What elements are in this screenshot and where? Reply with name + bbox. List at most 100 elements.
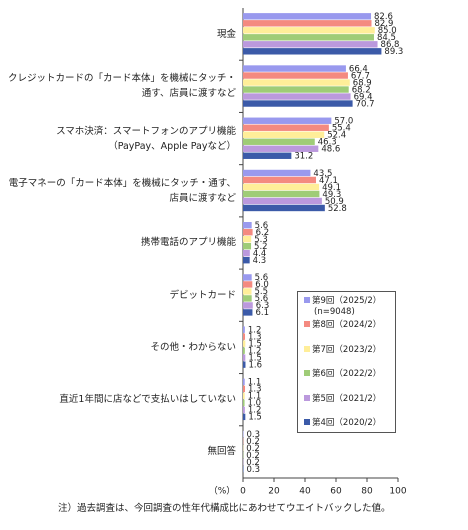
value-label: 4.3 bbox=[253, 256, 267, 266]
value-label: 1.3 bbox=[248, 332, 262, 342]
legend-label: 第9回（2025/2） bbox=[312, 296, 382, 306]
value-label: 1.5 bbox=[248, 353, 262, 363]
category-label: その他・わからない bbox=[150, 341, 236, 353]
value-label: 1.0 bbox=[248, 399, 262, 409]
legend-swatch bbox=[304, 346, 310, 352]
bar bbox=[243, 197, 322, 205]
value-label: 6.3 bbox=[256, 301, 270, 311]
bar bbox=[243, 152, 292, 159]
value-label: 5.5 bbox=[255, 287, 269, 297]
bar bbox=[243, 27, 375, 34]
bar bbox=[243, 347, 245, 354]
bar bbox=[243, 65, 346, 72]
bar bbox=[243, 236, 252, 243]
category-label: 電子マネーの「カード本体」を機械にタッチ・通す、店員に渡すなど bbox=[8, 177, 236, 204]
bar bbox=[243, 72, 348, 79]
value-label: 66.4 bbox=[349, 64, 368, 74]
bar bbox=[243, 326, 245, 333]
value-label: 1.5 bbox=[248, 339, 262, 349]
x-tick-label: 20 bbox=[268, 487, 280, 497]
value-label: 0.3 bbox=[246, 465, 260, 475]
value-label: 82.6 bbox=[374, 12, 393, 22]
bar bbox=[243, 41, 378, 48]
bar bbox=[243, 274, 252, 281]
x-tick-label: 0 bbox=[240, 487, 246, 497]
legend-swatch bbox=[304, 370, 310, 376]
bar bbox=[243, 413, 246, 421]
value-label: 0.3 bbox=[246, 430, 260, 440]
bar bbox=[243, 333, 246, 340]
value-label: 1.5 bbox=[248, 413, 262, 423]
value-label: 1.2 bbox=[248, 325, 262, 335]
value-label: 31.2 bbox=[294, 152, 313, 162]
bar bbox=[243, 183, 320, 191]
category-label: 携帯電話のアプリ機能 bbox=[140, 237, 236, 249]
value-label: 46.3 bbox=[318, 138, 337, 148]
value-label: 1.1 bbox=[248, 378, 262, 388]
value-label: 0.2 bbox=[246, 437, 260, 447]
value-label: 0.2 bbox=[246, 444, 260, 454]
value-label: 6.2 bbox=[256, 228, 270, 238]
bar bbox=[243, 124, 329, 131]
value-label: 86.8 bbox=[381, 40, 400, 50]
legend-entry: 第9回（2025/2） bbox=[304, 294, 381, 306]
value-label: 43.5 bbox=[313, 169, 332, 179]
x-tick-label: 80 bbox=[361, 487, 373, 497]
bar bbox=[243, 243, 252, 250]
bar bbox=[243, 138, 315, 145]
bar bbox=[243, 79, 350, 86]
value-label: 5.6 bbox=[255, 294, 269, 304]
footnote: 注）過去調査は、今回調査の性年代構成比にあわせてウエイトバックした値。 bbox=[58, 503, 391, 514]
bar bbox=[243, 117, 332, 124]
value-label: 5.6 bbox=[255, 221, 269, 231]
value-label: 1.6 bbox=[248, 360, 262, 370]
bar bbox=[243, 281, 253, 288]
bar bbox=[243, 86, 349, 93]
value-label: 52.8 bbox=[328, 204, 347, 214]
bar bbox=[243, 406, 245, 414]
legend-label: 第8回（2024/2） bbox=[312, 320, 382, 330]
x-axis-label: （%） bbox=[209, 486, 236, 497]
bar bbox=[243, 20, 372, 27]
bar bbox=[243, 34, 374, 41]
value-label: 0.2 bbox=[246, 451, 260, 461]
bar bbox=[243, 250, 250, 257]
bar bbox=[243, 385, 246, 393]
category-label: 直近1年間に店などで支払いはしていない bbox=[59, 394, 236, 406]
legend-entry: 第6回（2022/2） bbox=[304, 367, 381, 379]
x-tick-label: 100 bbox=[389, 487, 406, 497]
bar bbox=[243, 229, 253, 236]
value-label: 47.1 bbox=[319, 176, 338, 186]
category-label: デビットカード bbox=[169, 289, 236, 301]
value-label: 55.4 bbox=[332, 124, 351, 134]
value-label: 6.0 bbox=[255, 280, 269, 290]
value-label: 50.9 bbox=[325, 197, 344, 207]
value-label: 48.6 bbox=[321, 145, 340, 155]
legend-swatch bbox=[304, 297, 310, 303]
bar bbox=[243, 354, 246, 361]
value-label: 1.2 bbox=[248, 346, 262, 356]
bar bbox=[243, 288, 252, 295]
legend-swatch bbox=[304, 395, 310, 401]
value-label: 70.7 bbox=[356, 99, 375, 109]
bar bbox=[243, 222, 252, 229]
bar bbox=[243, 361, 246, 368]
bar bbox=[243, 295, 252, 302]
bar bbox=[243, 93, 351, 100]
bar bbox=[243, 392, 245, 400]
value-label: 1.1 bbox=[248, 392, 262, 402]
bar bbox=[243, 204, 325, 212]
bar bbox=[243, 169, 311, 177]
bar bbox=[243, 131, 325, 138]
legend-label: 第5回（2021/2） bbox=[312, 394, 382, 404]
legend-swatch bbox=[304, 419, 310, 425]
bar bbox=[243, 309, 253, 316]
value-label: 49.3 bbox=[322, 190, 341, 200]
legend: 第9回（2025/2） 第8回（2024/2） 第7回（2023/2） 第6回（202… bbox=[297, 291, 396, 433]
bar bbox=[243, 190, 320, 198]
x-tick-label: 40 bbox=[299, 487, 311, 497]
value-label: 69.4 bbox=[354, 92, 373, 102]
value-label: 6.1 bbox=[255, 308, 269, 318]
value-label: 89.3 bbox=[384, 47, 403, 57]
